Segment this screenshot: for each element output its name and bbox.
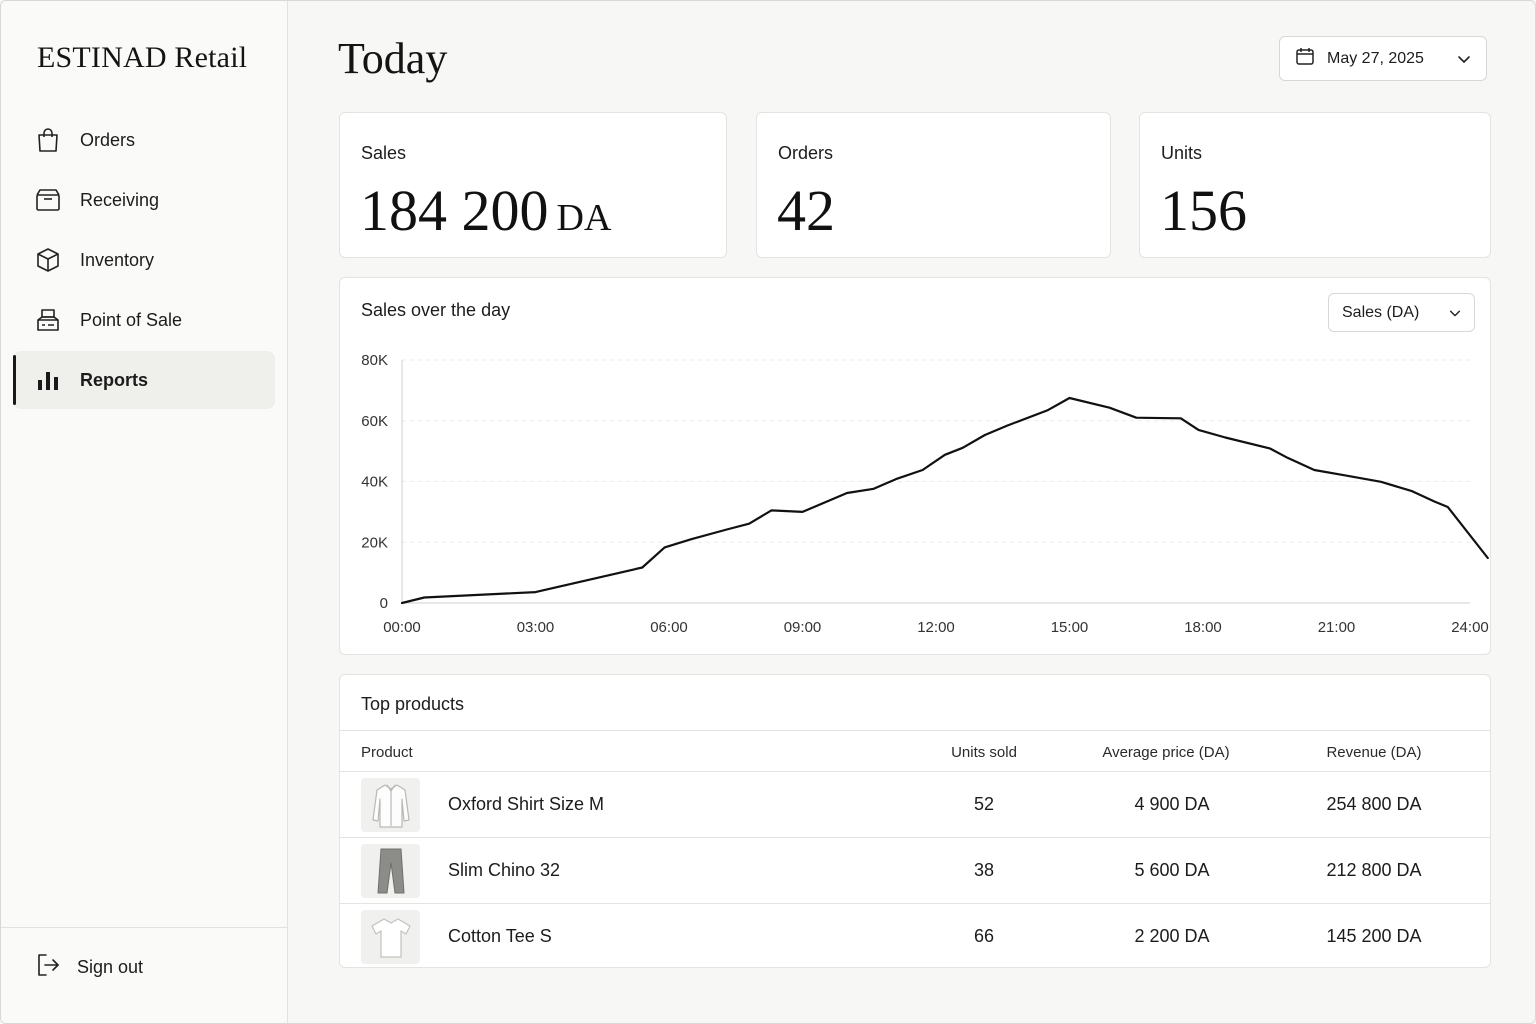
sidebar-item-label: Receiving bbox=[80, 189, 160, 210]
y-tick-label: 0 bbox=[380, 595, 388, 612]
sidebar: ESTINAD Retail Orders Receiving bbox=[1, 1, 288, 1023]
kpi-card-sales: Sales 184 200 DA bbox=[339, 112, 727, 258]
divider bbox=[340, 837, 1490, 838]
units-sold: 66 bbox=[973, 926, 995, 946]
chart-metric-value: Sales (DA) bbox=[1342, 303, 1420, 321]
table-row[interactable]: Cotton Tee S 66 2 200 DA 145 200 DA bbox=[340, 904, 1490, 970]
kpi-unit: DA bbox=[556, 197, 612, 239]
brand-logo: ESTINAD Retail bbox=[37, 41, 248, 74]
x-tick-label: 15:00 bbox=[1051, 619, 1089, 636]
x-tick-label: 12:00 bbox=[917, 619, 955, 636]
sales-line-chart: 0 20K 40K 60K 80K 00:00 03:00 06:00 09:00 12:00 15… bbox=[361, 352, 1489, 636]
sign-out-label: Sign out bbox=[77, 956, 144, 977]
table-title: Top products bbox=[361, 694, 465, 714]
y-tick-label: 20K bbox=[361, 534, 388, 551]
x-tick-label: 18:00 bbox=[1184, 619, 1222, 636]
column-header-units-sold: Units sold bbox=[951, 744, 1017, 761]
sidebar-item-reports[interactable]: Reports bbox=[13, 351, 275, 409]
kpi-card-orders: Orders 42 bbox=[756, 112, 1111, 258]
sales-series-line bbox=[400, 396, 1489, 605]
revenue: 145 200 DA bbox=[1326, 926, 1422, 946]
divider bbox=[340, 771, 1490, 772]
sidebar-item-receiving[interactable]: Receiving bbox=[13, 171, 275, 229]
product-name: Oxford Shirt Size M bbox=[448, 794, 605, 814]
date-picker-value: May 27, 2025 bbox=[1327, 49, 1424, 67]
sales-chart-card: 0 20K 40K 60K 80K 00:00 03:00 06:00 09:00 12:00 15… bbox=[339, 277, 1491, 655]
revenue: 254 800 DA bbox=[1326, 794, 1422, 814]
y-tick-label: 40K bbox=[361, 474, 388, 491]
product-name: Cotton Tee S bbox=[448, 926, 552, 946]
chart-metric-select[interactable]: Sales (DA) bbox=[1328, 293, 1475, 332]
x-tick-label: 06:00 bbox=[650, 619, 688, 636]
x-tick-label: 03:00 bbox=[517, 619, 555, 636]
kpi-label: Orders bbox=[778, 143, 834, 163]
x-tick-label: 21:00 bbox=[1318, 619, 1356, 636]
revenue: 212 800 DA bbox=[1326, 860, 1422, 880]
page-title: Today bbox=[338, 34, 448, 83]
x-tick-label: 00:00 bbox=[383, 619, 421, 636]
bar-chart-icon bbox=[35, 367, 61, 393]
shopping-bag-icon bbox=[35, 127, 61, 153]
column-header-revenue: Revenue (DA) bbox=[1326, 744, 1422, 761]
y-tick-label: 60K bbox=[361, 413, 388, 430]
register-icon bbox=[35, 307, 61, 333]
trousers-thumbnail bbox=[361, 844, 420, 898]
shirt-thumbnail bbox=[361, 778, 420, 832]
units-sold: 38 bbox=[973, 860, 995, 880]
sign-out-icon bbox=[35, 952, 61, 983]
table-row[interactable]: Slim Chino 32 38 5 600 DA 212 800 DA bbox=[340, 838, 1490, 904]
table-row[interactable]: Oxford Shirt Size M 52 4 900 DA 254 800 … bbox=[340, 772, 1490, 838]
sidebar-item-orders[interactable]: Orders bbox=[13, 111, 275, 169]
sidebar-item-label: Inventory bbox=[80, 249, 155, 270]
divider bbox=[340, 730, 1490, 731]
kpi-card-units: Units 156 bbox=[1139, 112, 1491, 258]
x-tick-label: 09:00 bbox=[784, 619, 822, 636]
units-sold: 52 bbox=[973, 794, 995, 814]
kpi-label: Sales bbox=[361, 143, 407, 163]
sidebar-item-label: Reports bbox=[80, 369, 149, 390]
calendar-icon bbox=[1295, 46, 1315, 71]
kpi-value: 184 200 DA bbox=[360, 177, 611, 244]
product-name: Slim Chino 32 bbox=[448, 860, 561, 880]
sidebar-item-label: Orders bbox=[80, 129, 136, 150]
column-header-average-price: Average price (DA) bbox=[1102, 744, 1230, 761]
kpi-number: 184 200 bbox=[360, 178, 549, 243]
chart-title: Sales over the day bbox=[361, 300, 511, 320]
average-price: 5 600 DA bbox=[1134, 860, 1210, 880]
sidebar-item-label: Point of Sale bbox=[80, 309, 183, 330]
kpi-value: 156 bbox=[1160, 178, 1247, 243]
cube-icon bbox=[35, 247, 61, 273]
sidebar-nav: Orders Receiving Inventory bbox=[13, 111, 275, 411]
kpi-value: 42 bbox=[777, 178, 835, 243]
package-box-icon bbox=[35, 187, 61, 213]
tshirt-thumbnail bbox=[361, 910, 420, 964]
chevron-down-icon bbox=[1456, 51, 1472, 72]
average-price: 2 200 DA bbox=[1134, 926, 1210, 946]
chevron-down-icon bbox=[1448, 306, 1462, 325]
y-tick-label: 80K bbox=[361, 352, 388, 369]
sidebar-item-inventory[interactable]: Inventory bbox=[13, 231, 275, 289]
date-picker[interactable]: May 27, 2025 bbox=[1279, 36, 1487, 81]
x-tick-label: 24:00 bbox=[1451, 619, 1489, 636]
column-header-product: Product bbox=[361, 744, 413, 761]
top-products-card: Top products Product Units sold Average … bbox=[339, 674, 1491, 968]
sidebar-item-point-of-sale[interactable]: Point of Sale bbox=[13, 291, 275, 349]
average-price: 4 900 DA bbox=[1134, 794, 1210, 814]
kpi-label: Units bbox=[1161, 143, 1203, 163]
sidebar-divider bbox=[1, 927, 287, 928]
sign-out-button[interactable]: Sign out bbox=[35, 951, 143, 983]
divider bbox=[340, 903, 1490, 904]
